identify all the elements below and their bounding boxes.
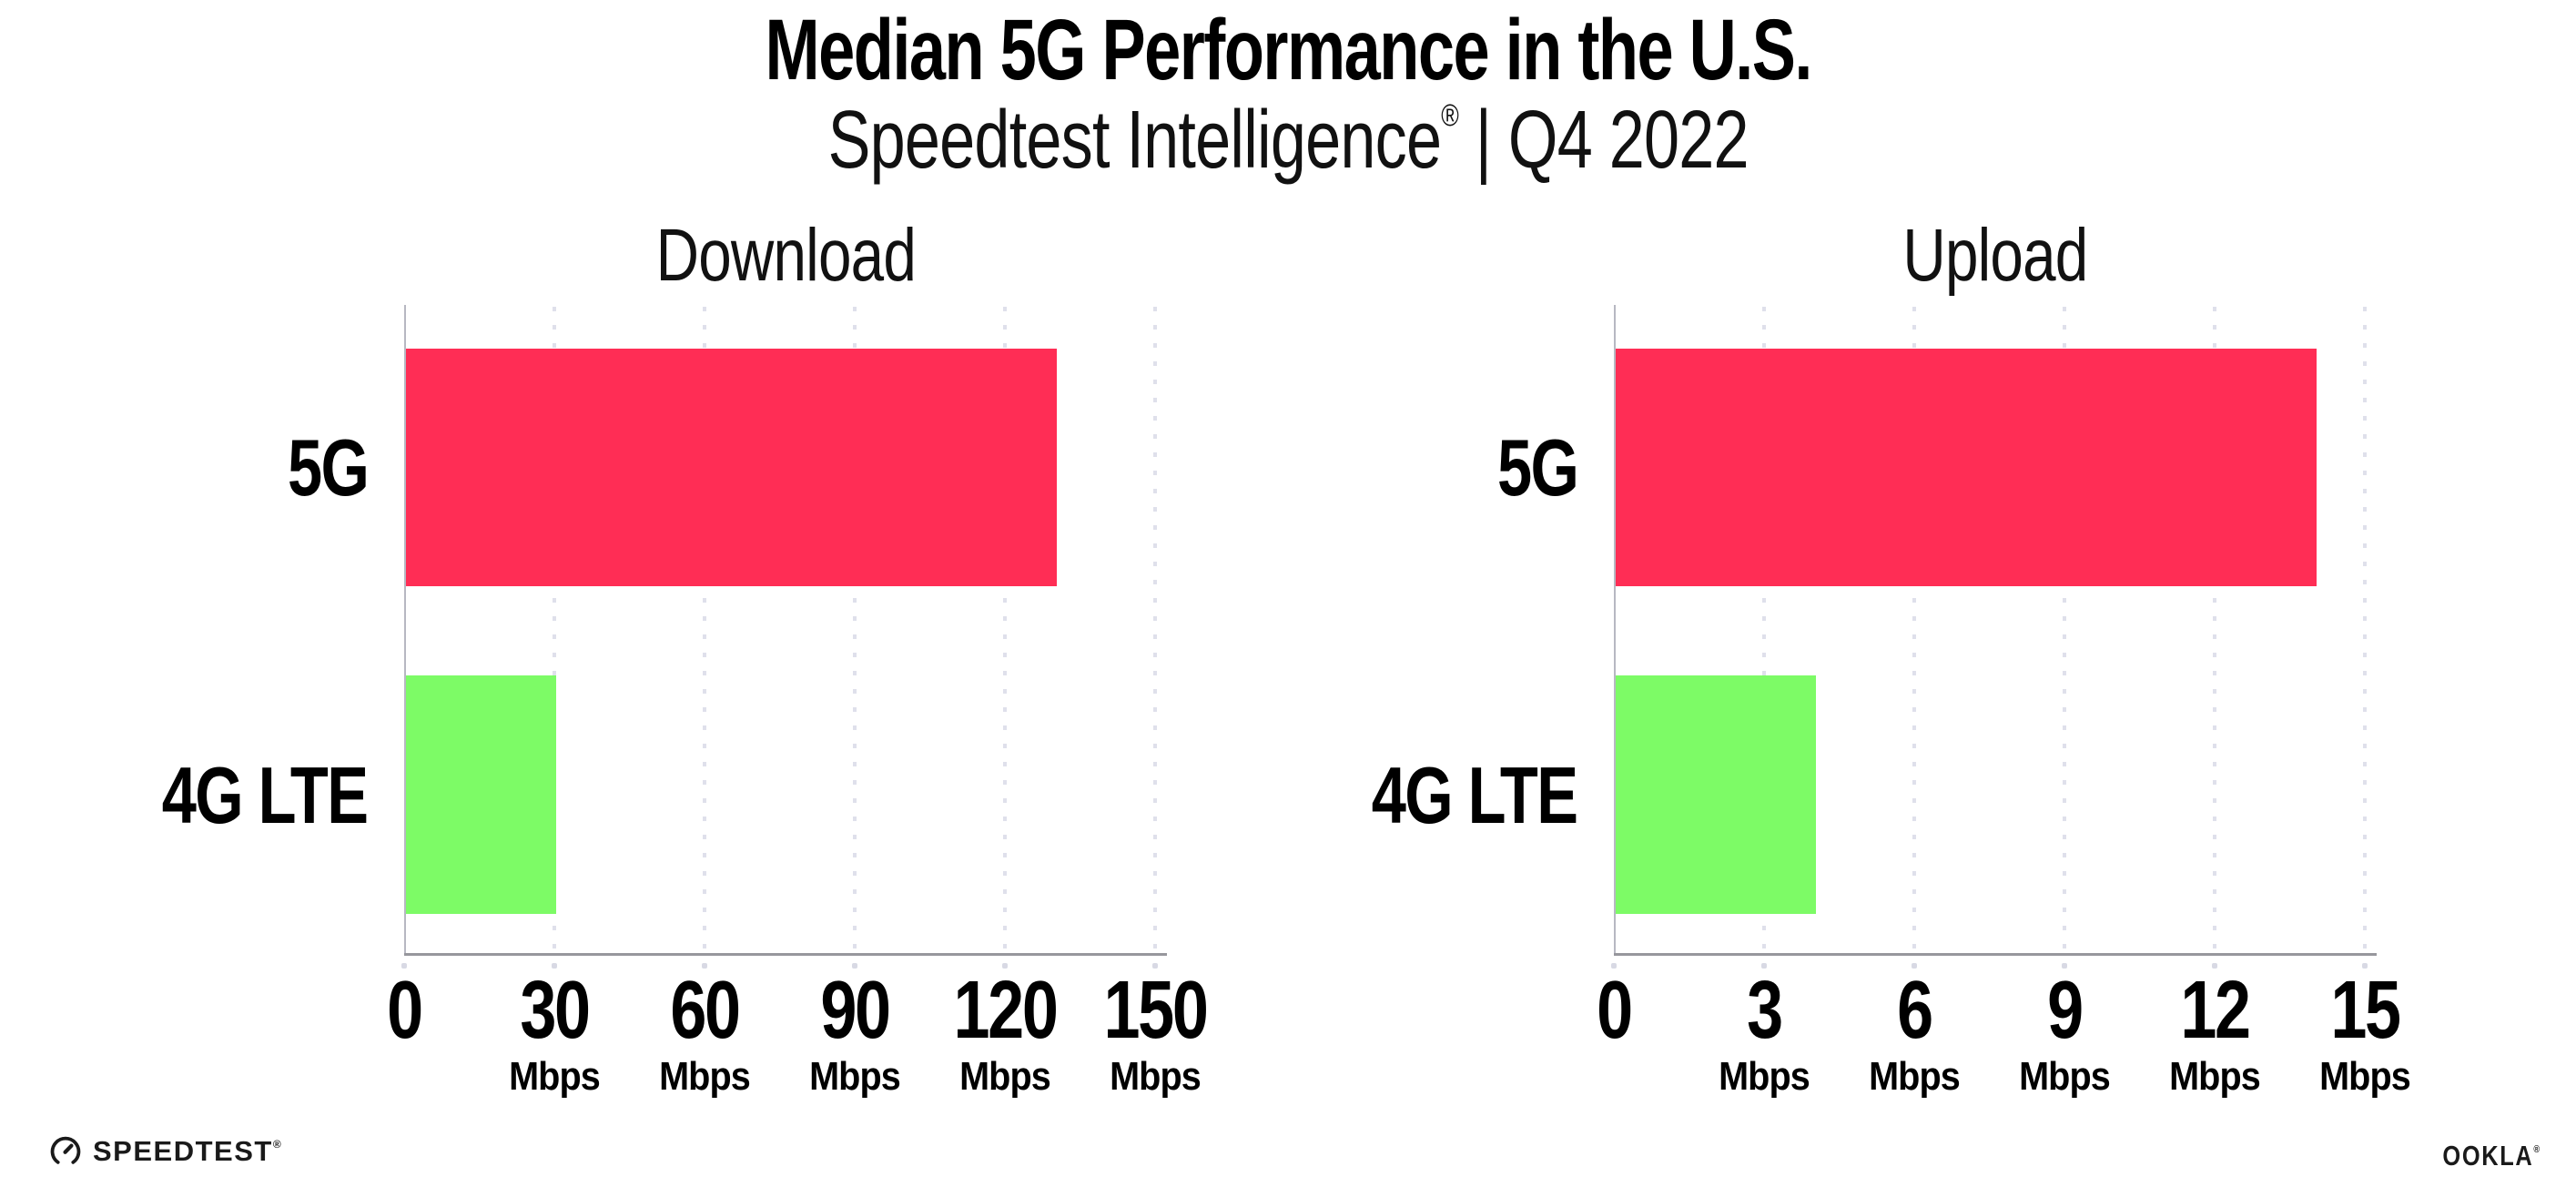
- registered-mark: ®: [1441, 98, 1459, 133]
- tick-mark: [1611, 963, 1617, 969]
- bar-5g-upload: [1616, 349, 2317, 586]
- tick-mark: [702, 963, 707, 969]
- tick-label: 150 Mbps: [1103, 965, 1209, 1099]
- gridline-3: [1762, 307, 1766, 953]
- tick-label: 12 Mbps: [2169, 965, 2261, 1099]
- bar-4g-lte-download: [406, 675, 556, 914]
- gridline-30: [553, 307, 556, 953]
- bar-4g-lte-upload: [1616, 675, 1816, 914]
- registered-mark: ®: [2533, 1144, 2540, 1155]
- tick-mark: [401, 963, 407, 969]
- gridline-6: [1912, 307, 1916, 953]
- bar-track: [406, 305, 1157, 953]
- page-title: Median 5G Performance in the U.S.: [765, 2, 1812, 98]
- download-chart-panel: Download 5G 4G LTE 0: [162, 214, 1209, 1197]
- tick-label: 30 Mbps: [509, 965, 601, 1099]
- tick-label: 0: [1597, 965, 1633, 1056]
- ookla-logo: OOKLA®: [2442, 1140, 2540, 1172]
- gridline-120: [1003, 307, 1007, 953]
- upload-chart-title: Upload: [1902, 214, 2088, 297]
- gridline-60: [703, 307, 706, 953]
- bar-track: [1616, 305, 2367, 953]
- download-chart-title: Download: [655, 214, 916, 297]
- category-label-5g: 5G: [1496, 422, 1579, 512]
- tick-mark: [852, 963, 857, 969]
- gridline-90: [853, 307, 857, 953]
- speedtest-logo: SPEEDTEST®: [47, 1132, 281, 1169]
- tick-label: 120 Mbps: [953, 965, 1059, 1099]
- subtitle-period: | Q4 2022: [1475, 95, 1749, 186]
- gridline-9: [2063, 307, 2066, 953]
- gridline-150: [1153, 307, 1157, 953]
- tick-label: 9 Mbps: [2019, 965, 2111, 1099]
- tick-mark: [2212, 963, 2217, 969]
- category-label-4g-lte: 4G LTE: [162, 750, 369, 840]
- x-axis-line: [1614, 953, 2377, 956]
- upload-chart-panel: Upload 5G 4G LTE 0: [1372, 214, 2411, 1197]
- bar-5g-download: [406, 349, 1057, 586]
- tick-label: 0: [387, 965, 423, 1056]
- tick-mark: [1152, 963, 1158, 969]
- chart-header: Median 5G Performance in the U.S. Speedt…: [0, 2, 2576, 182]
- tick-label: 3 Mbps: [1719, 965, 1810, 1099]
- tick-mark: [2362, 963, 2368, 969]
- gridline-15: [2363, 307, 2367, 953]
- upload-plot-area: 5G 4G LTE: [1372, 305, 2377, 969]
- tick-mark: [552, 963, 557, 969]
- category-label-5g: 5G: [287, 422, 370, 512]
- x-axis-tick-labels: 0 3 Mbps 6 Mbps 9 Mbps 12 Mbps 15 Mbps: [1597, 965, 2411, 1137]
- x-axis-tick-labels: 0 30 Mbps 60 Mbps 90 Mbps 120 Mbps 150 M…: [387, 965, 1209, 1137]
- y-axis-spine: [404, 305, 406, 953]
- tick-label: 15 Mbps: [2319, 965, 2411, 1099]
- category-label-4g-lte: 4G LTE: [1372, 750, 1578, 840]
- download-plot-area: 5G 4G LTE: [162, 305, 1167, 969]
- tick-label: 60 Mbps: [659, 965, 751, 1099]
- gridline-12: [2213, 307, 2216, 953]
- x-axis-line: [404, 953, 1167, 956]
- tick-mark: [1002, 963, 1008, 969]
- tick-mark: [1912, 963, 1917, 969]
- subtitle-text: Speedtest Intelligence: [827, 95, 1442, 186]
- tick-mark: [1761, 963, 1767, 969]
- page-subtitle: Speedtest Intelligence® | Q4 2022: [0, 99, 2576, 181]
- tick-label: 90 Mbps: [809, 965, 901, 1099]
- speedtest-gauge-icon: [47, 1132, 84, 1169]
- tick-mark: [2062, 963, 2067, 969]
- ookla-wordmark: OOKLA: [2442, 1140, 2534, 1172]
- tick-label: 6 Mbps: [1869, 965, 1961, 1099]
- registered-mark: ®: [272, 1137, 281, 1151]
- y-axis-spine: [1614, 305, 1616, 953]
- speedtest-wordmark: SPEEDTEST®: [93, 1134, 281, 1167]
